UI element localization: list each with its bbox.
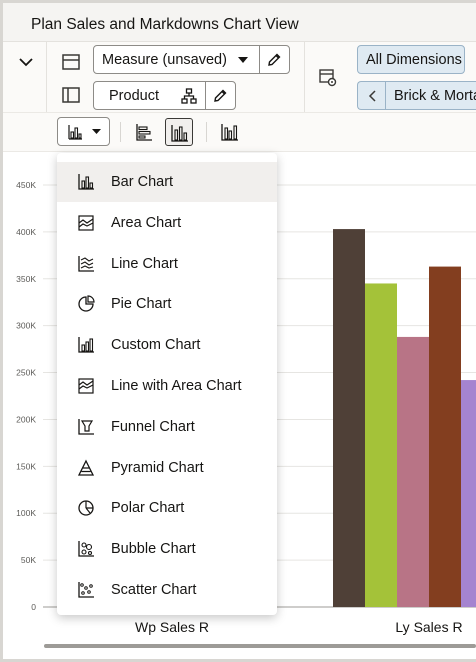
y-tick-label: 100K — [16, 508, 36, 518]
line-chart-icon — [77, 255, 95, 273]
title-bar: Plan Sales and Markdowns Chart View — [3, 3, 476, 42]
bubble-chart-icon — [77, 540, 95, 558]
all-dimensions-label: All Dimensions — [366, 52, 462, 68]
toolbar: Measure (unsaved) All Dimensions Product… — [3, 42, 476, 152]
menu-item-label: Bubble Chart — [111, 541, 196, 558]
menu-item-funnel-chart[interactable]: Funnel Chart — [57, 407, 277, 447]
chart-type-menu: Bar Chart Area Chart Line Chart Pie Chart Cu… — [57, 153, 277, 615]
side-panel-icon — [62, 87, 80, 103]
menu-item-line-chart[interactable]: Line Chart — [57, 244, 277, 284]
panel-button[interactable] — [60, 84, 82, 106]
pyramid-chart-icon — [77, 459, 95, 477]
y-tick-label: 0 — [31, 602, 36, 612]
product-select-value: Product — [109, 88, 159, 104]
menu-item-pyramid-chart[interactable]: Pyramid Chart — [57, 448, 277, 488]
menu-item-label: Line Chart — [111, 255, 178, 272]
toolbar-separator — [46, 42, 47, 112]
bar — [397, 336, 429, 607]
bar — [461, 380, 476, 607]
menu-item-bubble-chart[interactable]: Bubble Chart — [57, 529, 277, 569]
bar-chart-icon — [77, 173, 95, 191]
menu-item-label: Custom Chart — [111, 337, 201, 354]
menu-item-label: Funnel Chart — [111, 418, 195, 435]
pencil-icon — [214, 89, 227, 102]
menu-item-label: Pie Chart — [111, 296, 172, 313]
y-tick-label: 200K — [16, 414, 36, 424]
menu-item-custom-chart[interactable]: Custom Chart — [57, 325, 277, 365]
y-tick-label: 450K — [16, 180, 36, 190]
hierarchy-icon — [181, 88, 197, 104]
menu-item-label: Bar Chart — [111, 174, 174, 190]
caret-down-icon — [92, 129, 101, 134]
menu-item-scatter-chart[interactable]: Scatter Chart — [57, 570, 277, 610]
line-area-chart-icon — [77, 377, 95, 395]
menu-item-label: Area Chart — [111, 214, 182, 231]
product-select[interactable]: Product — [93, 81, 236, 110]
polar-chart-icon — [77, 499, 95, 517]
y-tick-label: 50K — [21, 555, 36, 565]
vertical-bar-icon — [171, 125, 188, 142]
menu-item-label: Line with Area Chart — [111, 378, 242, 394]
bar — [429, 266, 461, 607]
custom-chart-icon — [77, 336, 95, 354]
grouped-bar-button[interactable] — [219, 121, 241, 143]
chevron-left-icon — [368, 90, 376, 102]
measure-select[interactable]: Measure (unsaved) — [93, 45, 290, 74]
chevron-down-icon — [19, 58, 33, 67]
menu-item-polar-chart[interactable]: Polar Chart — [57, 488, 277, 528]
pie-chart-icon — [77, 295, 95, 313]
caret-down-icon — [238, 57, 248, 63]
menu-item-label: Scatter Chart — [111, 582, 197, 598]
menu-item-label: Polar Chart — [111, 500, 185, 517]
bar-chart: 0 50K 100K 150K 200K 250K 300K 350K 400K 450K Wp S… — [16, 180, 476, 635]
scatter-chart-icon — [77, 581, 95, 599]
menu-item-area-chart[interactable]: Area Chart — [57, 203, 277, 243]
menu-item-label: Pyramid Chart — [111, 459, 204, 476]
menu-item-bar-chart[interactable]: Bar Chart — [57, 162, 277, 202]
layout-button[interactable] — [60, 51, 82, 73]
toolbar-separator — [304, 42, 305, 112]
table-layout-icon — [62, 54, 80, 70]
menu-item-pie-chart[interactable]: Pie Chart — [57, 284, 277, 324]
y-tick-label: 250K — [16, 368, 36, 378]
grid-settings-icon — [319, 69, 337, 87]
menu-item-line-area-chart[interactable]: Line with Area Chart — [57, 366, 277, 406]
y-tick-label: 150K — [16, 461, 36, 471]
horizontal-bar-icon — [136, 124, 152, 141]
vertical-bar-button[interactable] — [165, 118, 193, 146]
bar — [333, 229, 365, 607]
horizontal-bar-button[interactable] — [133, 121, 155, 143]
y-tick-label: 400K — [16, 227, 36, 237]
y-tick-label: 300K — [16, 321, 36, 331]
breadcrumb-chip[interactable]: Brick & Morta — [357, 81, 476, 110]
all-dimensions-chip[interactable]: All Dimensions — [357, 45, 465, 74]
breadcrumb-label: Brick & Morta — [394, 88, 476, 104]
window-title: Plan Sales and Markdowns Chart View — [31, 16, 299, 33]
x-category-label: Wp Sales R — [135, 619, 209, 635]
area-chart-icon — [77, 214, 95, 232]
dimension-swap-button[interactable] — [317, 67, 339, 89]
x-category-label: Ly Sales R — [395, 619, 462, 635]
chart-type-select[interactable] — [57, 117, 110, 146]
horizontal-scrollbar[interactable] — [44, 644, 476, 648]
bar — [365, 283, 397, 607]
collapse-toolbar-button[interactable] — [16, 53, 36, 71]
y-tick-label: 350K — [16, 274, 36, 284]
pencil-icon — [268, 53, 281, 66]
funnel-chart-icon — [77, 418, 95, 436]
bar-chart-icon — [68, 125, 82, 140]
grouped-bar-icon — [221, 124, 238, 141]
measure-select-value: Measure (unsaved) — [102, 52, 227, 68]
